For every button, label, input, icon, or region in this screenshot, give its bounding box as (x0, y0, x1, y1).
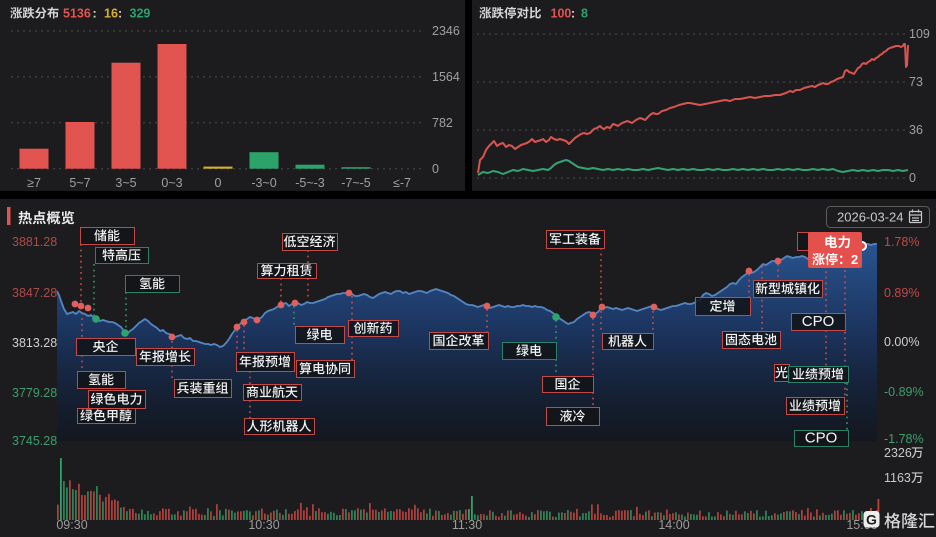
svg-text:0~3: 0~3 (161, 176, 182, 190)
svg-text:10:30: 10:30 (248, 518, 279, 532)
svg-text:09:30: 09:30 (56, 518, 87, 532)
svg-text:-7~-5: -7~-5 (341, 176, 371, 190)
svg-text:36: 36 (909, 123, 923, 137)
svg-text:1564: 1564 (432, 70, 460, 84)
svg-text:2: 2 (851, 252, 858, 267)
svg-text:14:00: 14:00 (658, 518, 689, 532)
svg-text:100:8: 100: 8 (551, 7, 589, 21)
svg-text:≥7: ≥7 (27, 176, 41, 190)
svg-text:3813.28: 3813.28 (12, 336, 57, 350)
svg-text:11:30: 11:30 (452, 518, 482, 532)
svg-text:3847.28: 3847.28 (12, 286, 57, 300)
svg-text:2346: 2346 (432, 24, 460, 38)
svg-text:2326: 2326 (884, 446, 912, 460)
svg-text:G: G (866, 512, 877, 528)
svg-text:3881.28: 3881.28 (12, 235, 57, 249)
svg-text:0.89%: 0.89% (884, 286, 919, 300)
svg-text:-5~-3: -5~-3 (295, 176, 325, 190)
svg-text:782: 782 (432, 116, 453, 130)
svg-text:0.00%: 0.00% (884, 335, 919, 349)
svg-text:5136:16:329: 5136:16: 329 (63, 7, 150, 21)
svg-text:-1.78%: -1.78% (884, 432, 924, 446)
svg-text:0: 0 (432, 162, 439, 176)
svg-text:2026-03-24: 2026-03-24 (837, 210, 904, 225)
svg-text:3745.28: 3745.28 (12, 434, 57, 448)
svg-text:≤-7: ≤-7 (393, 176, 411, 190)
svg-text:-3~0: -3~0 (251, 176, 276, 190)
svg-text:3779.28: 3779.28 (12, 386, 57, 400)
svg-text:0: 0 (215, 176, 222, 190)
svg-text:1.78%: 1.78% (884, 235, 919, 249)
svg-text:1163: 1163 (884, 471, 911, 485)
svg-text:CPO: CPO (802, 313, 835, 330)
svg-text:0: 0 (909, 171, 916, 185)
svg-text:-0.89%: -0.89% (884, 385, 924, 399)
svg-text:5~7: 5~7 (69, 176, 90, 190)
svg-text:3~5: 3~5 (115, 176, 136, 190)
svg-text:73: 73 (909, 75, 923, 89)
svg-text:109: 109 (909, 27, 930, 41)
svg-text:CPO: CPO (805, 430, 838, 447)
